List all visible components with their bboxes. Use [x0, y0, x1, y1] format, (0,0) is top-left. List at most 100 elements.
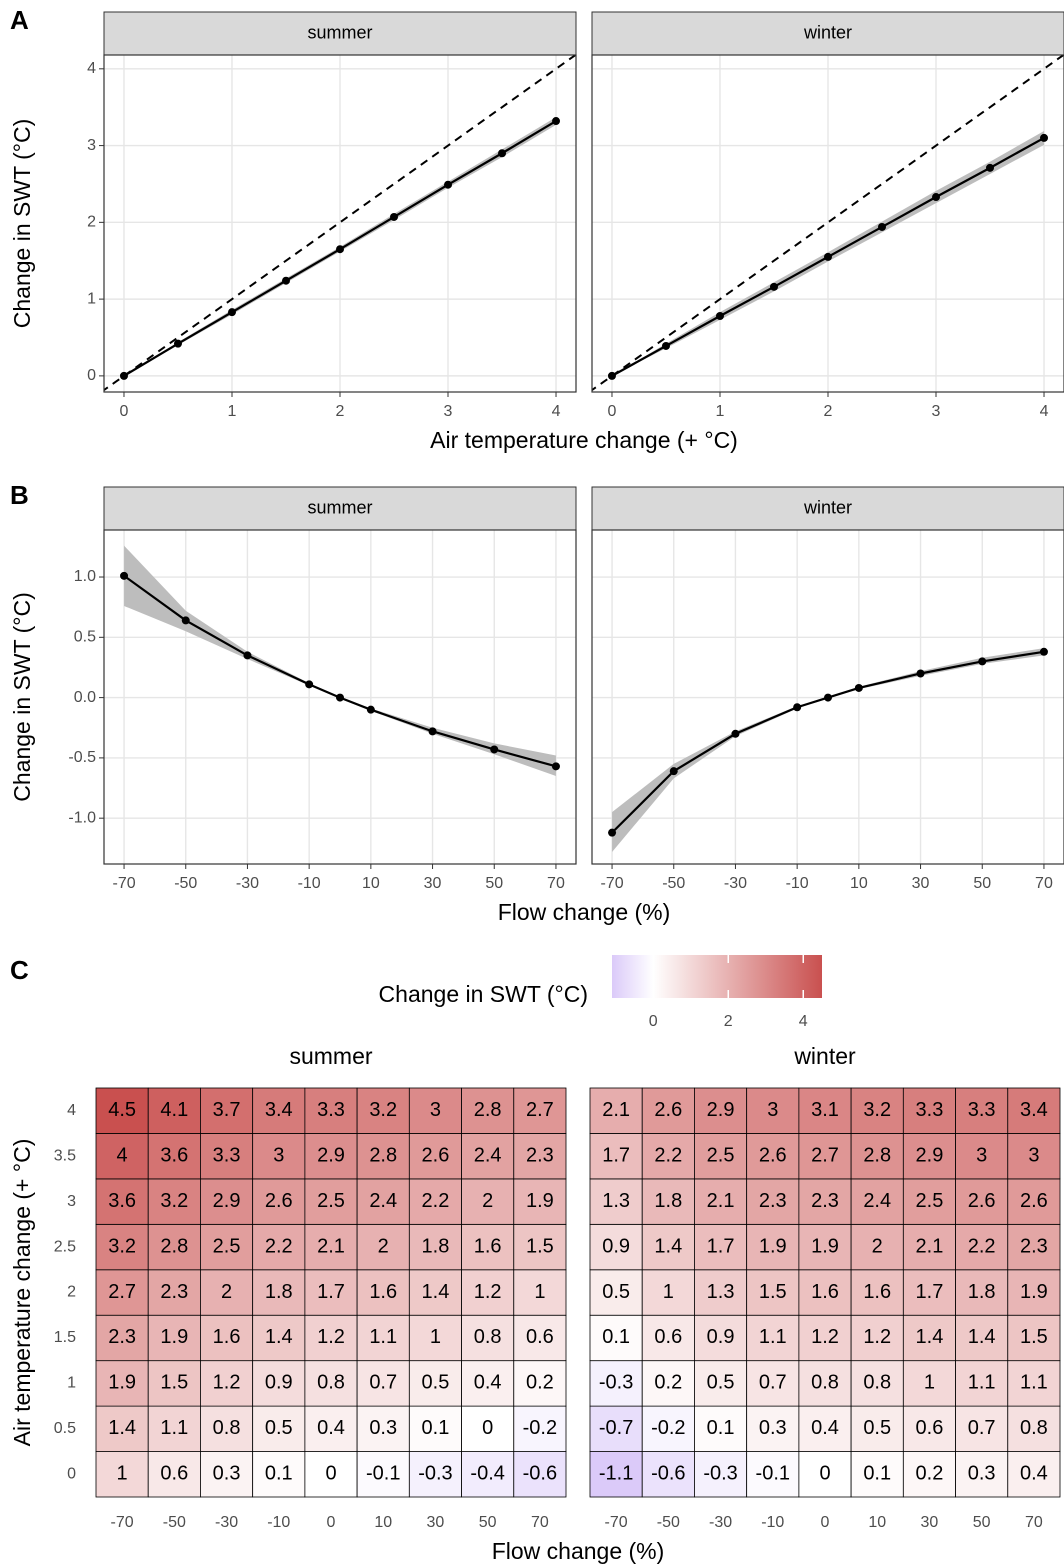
cell-label: 2.8: [160, 1235, 188, 1257]
plot-area: [592, 530, 1064, 864]
cell-label: 1.2: [811, 1326, 839, 1348]
strip: [103, 486, 577, 531]
heatmap-cell: [356, 1451, 410, 1498]
heatmap-cell: [746, 1223, 800, 1271]
point: [608, 828, 617, 837]
cell-label: 0.5: [422, 1372, 450, 1394]
panel-border: [103, 529, 577, 865]
cell-label: 2.1: [602, 1099, 630, 1121]
cell-label: 1.6: [369, 1281, 397, 1303]
y-tick-label: 4: [67, 1102, 76, 1119]
cell-label: 0.3: [759, 1417, 787, 1439]
x-tick-label: 30: [921, 1514, 939, 1531]
x-tick-label: -50: [163, 1514, 186, 1531]
heatmap-cell: [408, 1087, 462, 1134]
cell-label: 3: [767, 1099, 778, 1121]
heatmap-cell: [902, 1178, 956, 1225]
cell-label: 0.8: [1020, 1417, 1048, 1439]
point: [731, 729, 740, 738]
cell-label: 2.5: [213, 1235, 241, 1257]
point: [824, 252, 832, 261]
cell-label: 2.2: [968, 1235, 996, 1257]
strip-label: summer: [307, 497, 372, 517]
heatmap-cell: [461, 1405, 515, 1452]
cell-label: 0.2: [654, 1372, 682, 1394]
cell-label: 2.5: [707, 1144, 735, 1166]
point: [661, 341, 670, 350]
cell-label: 0.9: [707, 1326, 735, 1348]
heatmap-cell: [902, 1269, 956, 1316]
point: [1039, 647, 1048, 656]
heatmap-cell: [461, 1451, 515, 1498]
heatmap-cell: [955, 1269, 1009, 1316]
panel-border: [103, 54, 577, 393]
heatmap-cell: [200, 1178, 254, 1225]
cell-label: 1: [663, 1281, 674, 1303]
heatmap-cell: [589, 1314, 643, 1362]
cell-label: 0.3: [968, 1463, 996, 1485]
heatmap-cell: [902, 1405, 956, 1452]
x-tick-label: 10: [850, 875, 868, 892]
point: [932, 193, 941, 202]
heatmap-cell: [902, 1360, 956, 1407]
x-tick-label: -10: [786, 875, 809, 892]
cell-label: 2.2: [422, 1190, 450, 1212]
heatmap-cell: [798, 1314, 852, 1362]
y-tick-label: 1.0: [74, 568, 96, 585]
x-tick-label: 10: [374, 1514, 392, 1531]
x-axis-title: Flow change (%): [498, 899, 671, 925]
cell-label: 1.4: [916, 1326, 944, 1348]
heatmap-cell: [200, 1133, 254, 1180]
y-tick-label: 2: [87, 214, 96, 231]
x-tick-label: 4: [1040, 403, 1049, 420]
cell-label: 0.1: [422, 1417, 450, 1439]
y-tick-label: 1.5: [54, 1329, 76, 1346]
y-tick-label: 1: [87, 290, 96, 307]
heatmap-cell: [461, 1269, 515, 1316]
cell-label: 1.4: [968, 1326, 996, 1348]
cell-label: 0.8: [863, 1372, 891, 1394]
y-axis-title: Air temperature change (+ °C): [9, 1139, 35, 1447]
cell-label: 0.5: [863, 1417, 891, 1439]
colorbar-tick-label: 0: [649, 1013, 658, 1030]
heatmap-cell: [147, 1133, 201, 1180]
x-tick-label: 0: [821, 1514, 830, 1531]
heatmap-cell: [955, 1223, 1009, 1271]
cell-label: 1.6: [213, 1326, 241, 1348]
cell-label: 1.1: [1020, 1372, 1048, 1394]
cell-label: 3.2: [863, 1099, 891, 1121]
heatmap-cell: [902, 1314, 956, 1362]
heatmap-cell: [356, 1133, 410, 1180]
colorbar-title: Change in SWT (°C): [379, 981, 588, 1007]
cell-label: 2.6: [1020, 1190, 1048, 1212]
cell-label: 0.8: [317, 1372, 345, 1394]
heatmap-cell: [147, 1178, 201, 1225]
cell-label: 2: [378, 1235, 389, 1257]
x-tick-label: -50: [657, 1514, 680, 1531]
x-tick-label: -70: [605, 1514, 628, 1531]
heatmap-cell: [850, 1133, 904, 1180]
x-tick-label: 50: [485, 875, 503, 892]
heatmap-cell: [356, 1178, 410, 1225]
heatmap-cell: [304, 1405, 358, 1452]
point: [986, 163, 995, 172]
cell-label: 2.6: [759, 1144, 787, 1166]
cell-label: 3.4: [265, 1099, 293, 1121]
cell-label: 3: [430, 1099, 441, 1121]
cell-label: 0.6: [916, 1417, 944, 1439]
x-tick-label: 50: [479, 1514, 497, 1531]
cell-label: 3.2: [369, 1099, 397, 1121]
cell-label: 1: [924, 1372, 935, 1394]
heatmap-cell: [95, 1360, 149, 1407]
plot-area: [592, 55, 1064, 392]
heatmap-cell: [252, 1360, 306, 1407]
point: [119, 371, 128, 380]
cell-label: 0.8: [811, 1372, 839, 1394]
x-tick-label: 0: [608, 403, 617, 420]
x-tick-label: -30: [709, 1514, 732, 1531]
heatmap-cell: [694, 1178, 748, 1225]
heatmap-cell: [798, 1405, 852, 1452]
cell-label: 0.6: [160, 1463, 188, 1485]
cell-label: 2: [221, 1281, 232, 1303]
heatmap-cell: [1007, 1087, 1061, 1134]
